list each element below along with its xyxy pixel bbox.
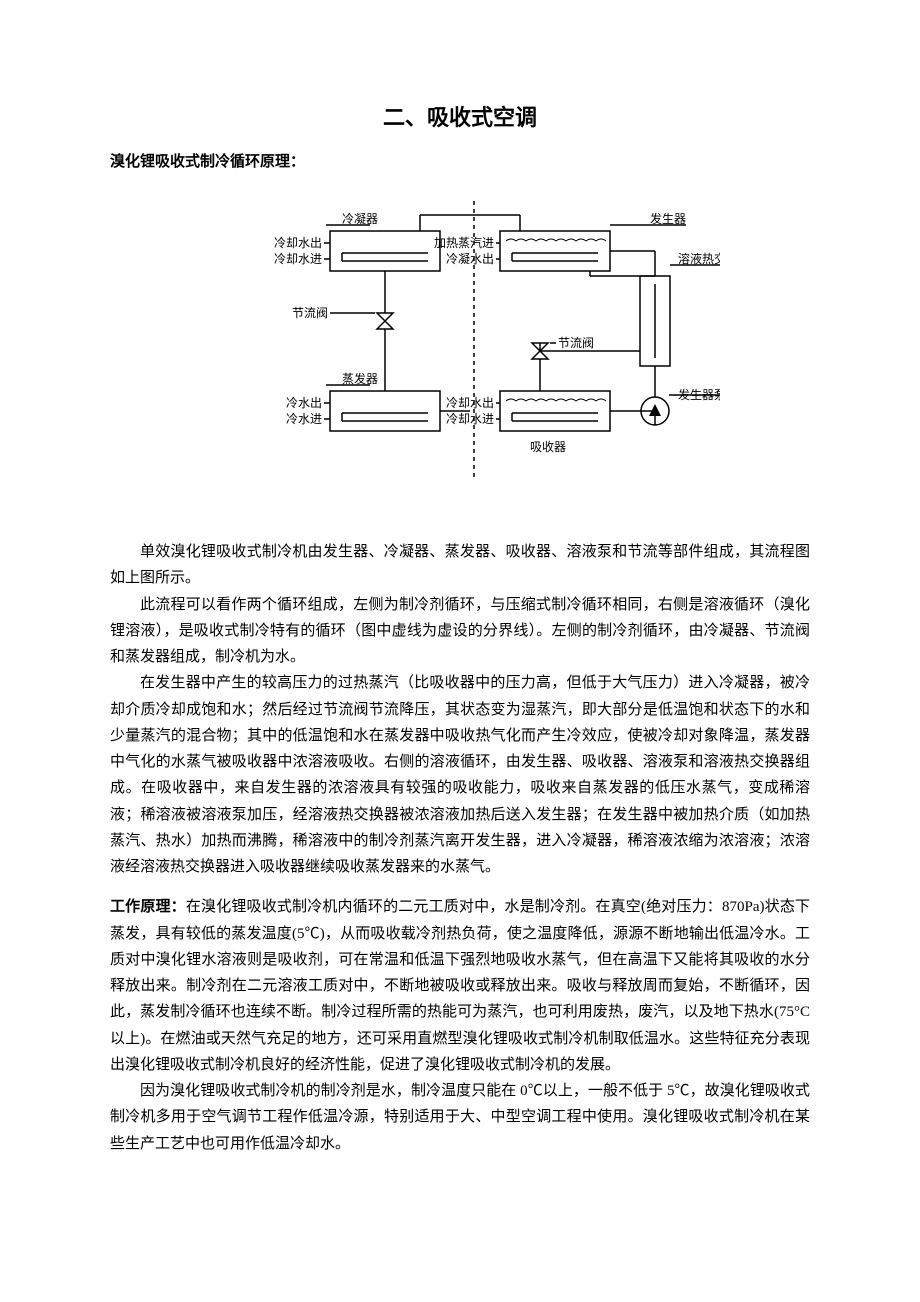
svg-text:冷却水出: 冷却水出 [446, 396, 494, 410]
paragraph-4: 工作原理：在溴化锂吸收式制冷机内循环的二元工质对中，水是制冷剂。在真空(绝对压力… [110, 894, 810, 1078]
svg-text:吸收器: 吸收器 [530, 440, 566, 454]
svg-text:加热蒸汽进: 加热蒸汽进 [434, 235, 494, 250]
paragraph-5: 因为溴化锂吸收式制冷机的制冷剂是水，制冷温度只能在 0℃以上，一般不低于 5℃，… [110, 1078, 810, 1157]
svg-text:节流阀: 节流阀 [292, 306, 328, 320]
page-title: 二、吸收式空调 [110, 100, 810, 132]
svg-text:节流阀: 节流阀 [558, 336, 594, 350]
document-page: 二、吸收式空调 溴化锂吸收式制冷循环原理： 冷凝器冷却水出冷却水进发生器加热蒸汽… [0, 0, 920, 1302]
runin-heading: 工作原理： [110, 899, 186, 915]
svg-text:冷却水出: 冷却水出 [274, 236, 322, 250]
svg-text:溶液热交换器: 溶液热交换器 [678, 251, 720, 266]
diagram-container: 冷凝器冷却水出冷却水进发生器加热蒸汽进冷凝水出溶液热交换器蒸发器冷水出冷水进冷却… [110, 181, 810, 521]
svg-text:冷却水进: 冷却水进 [274, 252, 322, 266]
sub-heading: 溴化锂吸收式制冷循环原理： [110, 150, 810, 171]
paragraph-2: 此流程可以看作两个循环组成，左侧为制冷剂循环，与压缩式制冷循环相同，右侧是溶液循… [110, 592, 810, 671]
svg-text:冷却水进: 冷却水进 [446, 412, 494, 426]
svg-text:蒸发器: 蒸发器 [342, 371, 378, 386]
svg-text:冷水出: 冷水出 [286, 396, 322, 410]
paragraph-1: 单效溴化锂吸收式制冷机由发生器、冷凝器、蒸发器、吸收器、溶液泵和节流等部件组成，… [110, 539, 810, 592]
svg-text:冷凝器: 冷凝器 [342, 211, 378, 226]
refrigeration-cycle-diagram: 冷凝器冷却水出冷却水进发生器加热蒸汽进冷凝水出溶液热交换器蒸发器冷水出冷水进冷却… [200, 181, 720, 521]
svg-text:冷水进: 冷水进 [286, 412, 322, 426]
svg-text:冷凝水出: 冷凝水出 [446, 251, 494, 266]
paragraph-3: 在发生器中产生的较高压力的过热蒸汽（比吸收器中的压力高，但低于大气压力）进入冷凝… [110, 670, 810, 880]
paragraph-4-body: 在溴化锂吸收式制冷机内循环的二元工质对中，水是制冷剂。在真空(绝对压力：870P… [110, 899, 810, 1073]
svg-text:发生器: 发生器 [650, 211, 686, 226]
